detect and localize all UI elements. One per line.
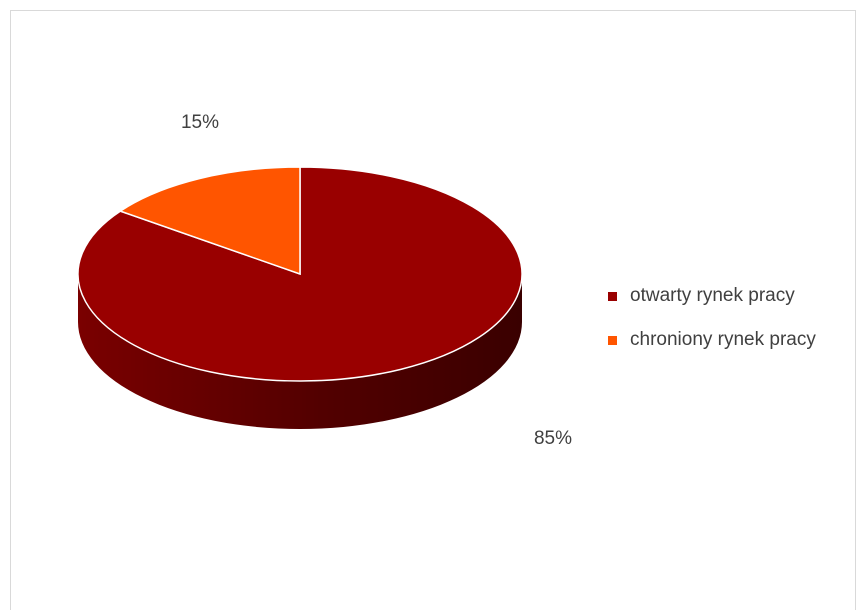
legend-item-otwarty: otwarty rynek pracy: [608, 274, 816, 318]
data-label: 15%: [181, 112, 219, 133]
legend-label: chroniony rynek pracy: [630, 329, 816, 350]
legend-label: otwarty rynek pracy: [630, 285, 795, 306]
legend-item-chroniony: chroniony rynek pracy: [608, 318, 816, 362]
legend: otwarty rynek pracy chroniony rynek prac…: [608, 274, 816, 362]
pie-side-wall: [78, 274, 522, 429]
legend-swatch: [608, 335, 617, 345]
legend-swatch: [608, 291, 617, 301]
pie-slice-chroniony: [118, 166, 301, 276]
data-label: 85%: [534, 428, 572, 449]
